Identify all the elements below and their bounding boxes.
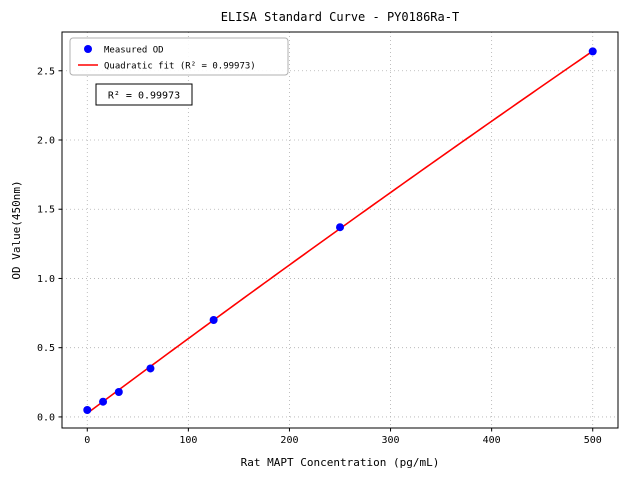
data-point (146, 364, 155, 373)
data-point (588, 47, 597, 56)
legend-label-measured-od: Measured OD (104, 46, 164, 56)
x-tick-label: 0 (84, 435, 90, 446)
y-tick-label: 1.0 (37, 274, 55, 285)
legend-box (69, 37, 289, 76)
data-point (99, 397, 108, 406)
axes-ticks: 0 100 200 300 400 500 0.0 0.5 1.0 1.5 2.0 2.5 (37, 66, 602, 446)
data-point (209, 316, 218, 324)
y-tick-label: 0.5 (37, 343, 55, 354)
x-tick-label: 100 (179, 435, 197, 446)
x-tick-label: 400 (483, 435, 501, 446)
annotation-box (95, 83, 193, 106)
data-point (114, 388, 123, 396)
r-squared-annotation: R² = 0.99973 (95, 83, 193, 106)
data-point (336, 223, 344, 232)
annotation-text: R² = 0.99973 (108, 91, 180, 102)
measured-points (83, 47, 597, 414)
data-point (83, 406, 92, 414)
x-axis-label: Rat MAPT Concentration (pg/mL) (241, 456, 440, 469)
legend-marker-measured-od (84, 45, 92, 53)
y-tick-label: 2.5 (37, 66, 55, 77)
y-axis-label: OD Value(450nm) (10, 180, 23, 279)
legend: Measured OD Quadratic fit (R² = 0.99973) (69, 37, 289, 76)
plot-border (61, 31, 619, 429)
y-tick-label: 2.0 (37, 136, 55, 147)
chart-title: ELISA Standard Curve - PY0186Ra-T (221, 10, 459, 24)
legend-label-quadratic-fit: Quadratic fit (R² = 0.99973) (104, 62, 256, 72)
y-tick-label: 0.0 (37, 412, 55, 423)
y-tick-label: 1.5 (37, 205, 55, 216)
x-tick-label: 200 (280, 435, 298, 446)
x-tick-label: 300 (382, 435, 400, 446)
x-tick-label: 500 (584, 435, 602, 446)
